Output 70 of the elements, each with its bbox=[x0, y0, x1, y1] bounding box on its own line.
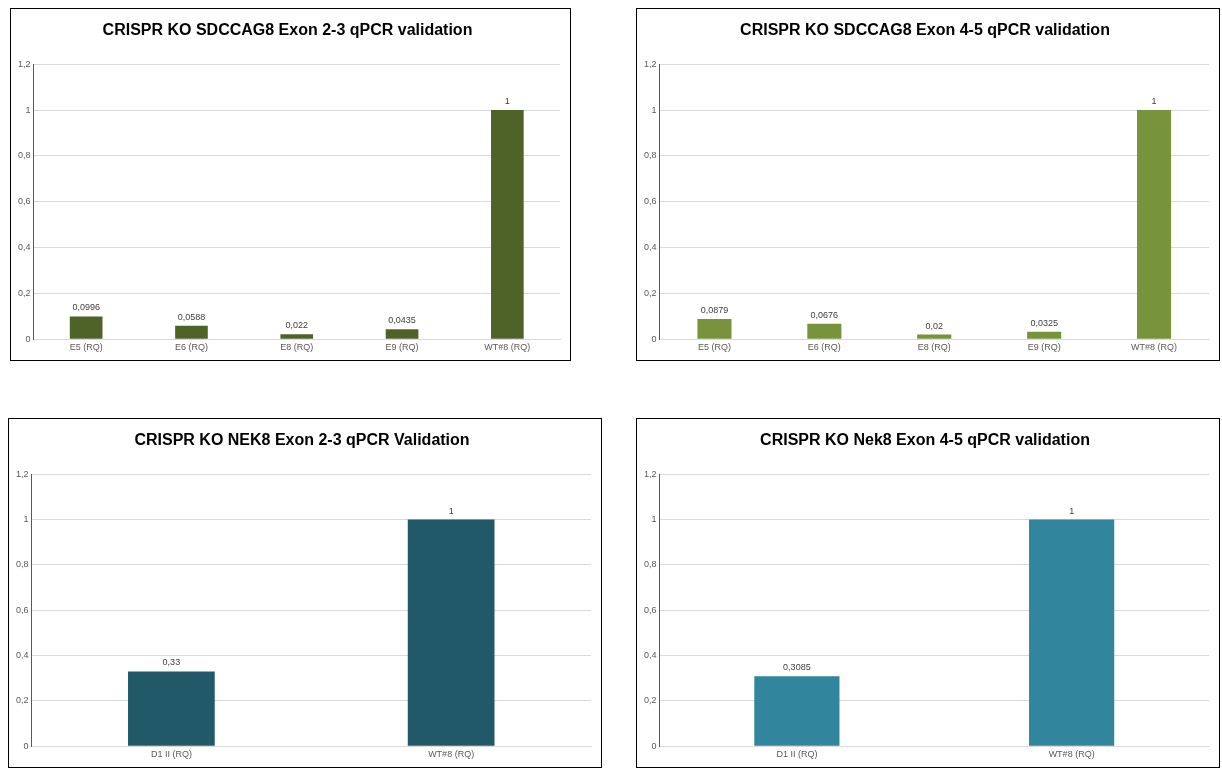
x-tick-label: E6 (RQ) bbox=[807, 342, 841, 353]
y-tick-label: 1 bbox=[25, 104, 31, 115]
y-tick-label: 1 bbox=[23, 514, 29, 525]
x-tick-label: E5 (RQ) bbox=[69, 342, 103, 353]
bar bbox=[917, 334, 952, 339]
y-tick-label: 1,2 bbox=[644, 58, 657, 69]
data-label: 0,0325 bbox=[1030, 317, 1058, 328]
data-label: 0,33 bbox=[162, 657, 181, 668]
data-label: 0,0435 bbox=[388, 315, 416, 326]
bar bbox=[69, 316, 103, 339]
bar bbox=[385, 329, 419, 339]
y-tick-label: 0 bbox=[25, 333, 31, 344]
y-tick-label: 0,6 bbox=[18, 196, 31, 207]
y-tick-label: 1 bbox=[651, 514, 657, 525]
x-tick-label: E8 (RQ) bbox=[917, 342, 951, 353]
data-label: 0,0676 bbox=[810, 309, 839, 320]
bar bbox=[491, 110, 524, 339]
data-label: 0,0588 bbox=[177, 311, 206, 322]
x-tick-label: D1 II (RQ) bbox=[150, 749, 192, 760]
chart-title: CRISPR KO NEK8 Exon 2-3 qPCR Validation bbox=[134, 431, 470, 449]
y-tick-label: 0,6 bbox=[644, 196, 657, 207]
data-label: 0,02 bbox=[925, 320, 944, 331]
y-tick-label: 0,8 bbox=[644, 150, 657, 161]
chart-title: CRISPR KO Nek8 Exon 4-5 qPCR validation bbox=[760, 431, 1090, 449]
y-tick-label: 0,8 bbox=[16, 559, 29, 570]
data-label: 1 bbox=[1151, 96, 1157, 107]
y-tick-label: 0,2 bbox=[644, 287, 657, 298]
x-tick-label: E6 (RQ) bbox=[174, 342, 208, 353]
data-label: 1 bbox=[504, 96, 510, 107]
x-tick-label: E5 (RQ) bbox=[697, 342, 731, 353]
x-tick-label: E9 (RQ) bbox=[385, 342, 419, 353]
y-tick-label: 0,2 bbox=[644, 695, 657, 706]
y-tick-label: 1,2 bbox=[644, 468, 657, 479]
x-tick-label: WT#8 (RQ) bbox=[1048, 749, 1095, 760]
y-tick-label: 0 bbox=[23, 740, 29, 751]
bar bbox=[1027, 331, 1062, 339]
bar bbox=[807, 323, 842, 339]
bar bbox=[280, 334, 314, 339]
y-tick-label: 0 bbox=[651, 740, 657, 751]
x-tick-label: WT#8 (RQ) bbox=[484, 342, 531, 353]
chart-title: CRISPR KO SDCCAG8 Exon 2-3 qPCR validation bbox=[102, 21, 473, 39]
y-tick-label: 0,8 bbox=[18, 150, 31, 161]
x-tick-label: E8 (RQ) bbox=[280, 342, 314, 353]
y-tick-label: 0,2 bbox=[16, 695, 29, 706]
data-label: 0,0879 bbox=[700, 305, 729, 316]
y-tick-label: 1,2 bbox=[16, 468, 29, 479]
y-tick-label: 0,4 bbox=[18, 242, 31, 253]
bar bbox=[697, 319, 732, 339]
y-tick-label: 0,6 bbox=[16, 604, 29, 615]
chart-title: CRISPR KO SDCCAG8 Exon 4-5 qPCR validation bbox=[740, 21, 1110, 39]
y-tick-label: 0,4 bbox=[644, 650, 657, 661]
x-tick-label: WT#8 (RQ) bbox=[428, 749, 475, 760]
y-tick-label: 0 bbox=[651, 333, 657, 344]
y-tick-label: 1,2 bbox=[18, 58, 31, 69]
y-tick-label: 0,8 bbox=[644, 559, 657, 570]
x-tick-label: D1 II (RQ) bbox=[776, 749, 818, 760]
y-tick-label: 0,4 bbox=[644, 242, 657, 253]
data-label: 1 bbox=[1069, 505, 1075, 516]
y-tick-label: 0,4 bbox=[16, 650, 29, 661]
x-tick-label: WT#8 (RQ) bbox=[1131, 342, 1178, 353]
data-label: 0,3085 bbox=[783, 662, 811, 673]
bar bbox=[1137, 110, 1172, 339]
y-tick-label: 1 bbox=[651, 104, 657, 115]
bar bbox=[175, 325, 208, 339]
y-tick-label: 0,2 bbox=[18, 287, 31, 298]
y-tick-label: 0,6 bbox=[644, 604, 657, 615]
data-label: 0,0996 bbox=[72, 302, 100, 313]
x-tick-label: E9 (RQ) bbox=[1027, 342, 1061, 353]
data-label: 0,022 bbox=[285, 320, 309, 331]
data-label: 1 bbox=[448, 505, 454, 516]
